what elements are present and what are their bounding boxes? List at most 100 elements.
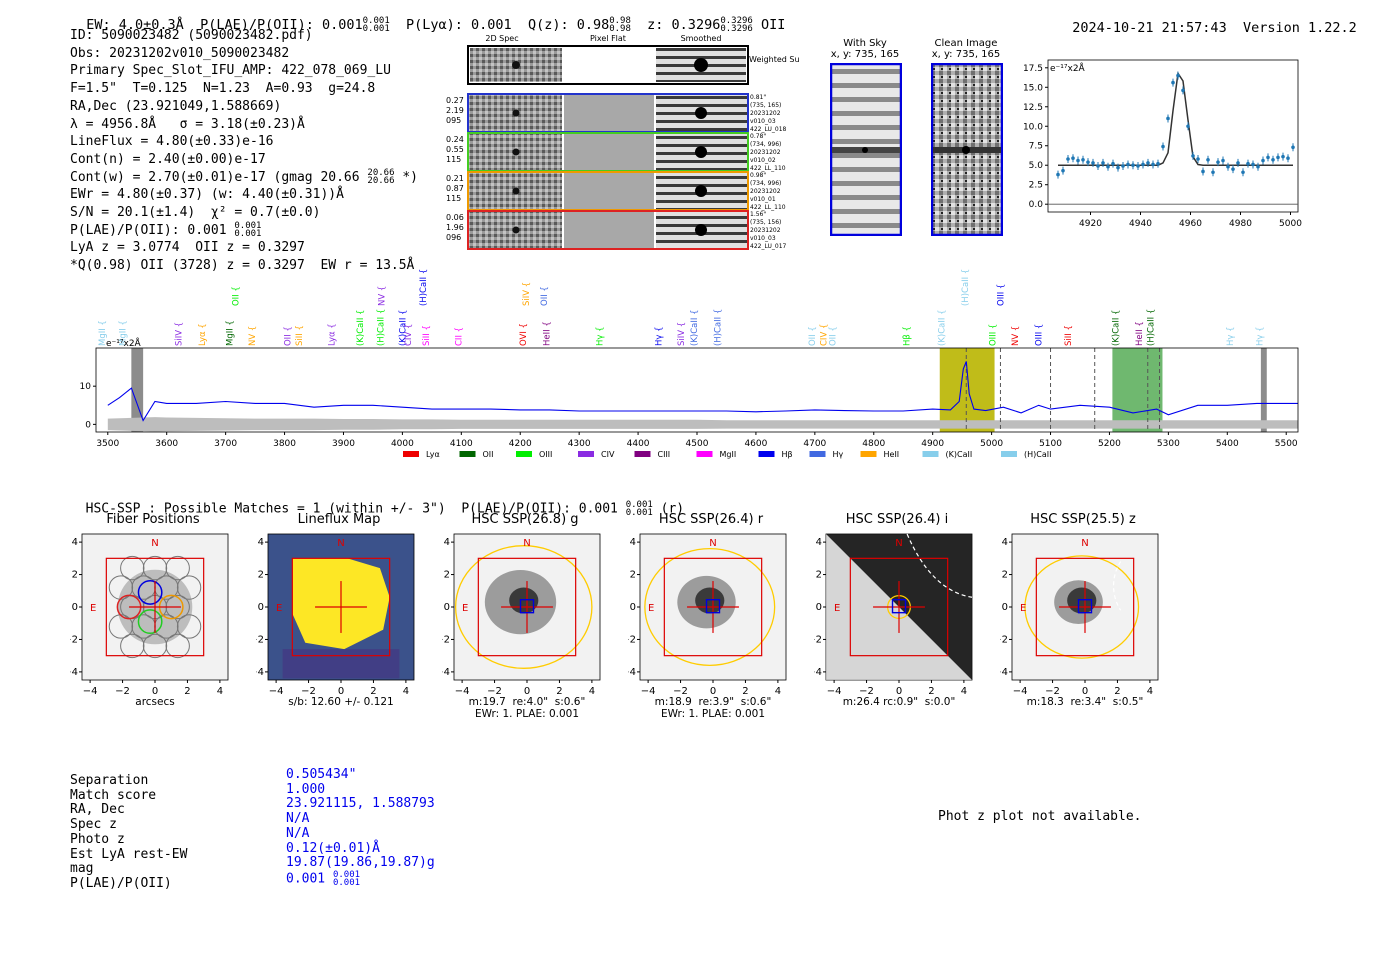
label-match-score: Match score	[70, 787, 157, 803]
zoom-data-point	[1201, 169, 1205, 174]
spectrum-xtick-label: 4300	[568, 439, 591, 449]
lineflux-low-region	[282, 649, 400, 679]
fiber-left-label: 0.06	[446, 213, 464, 222]
spectrum-ylabel: e⁻¹⁷x2Å	[106, 337, 142, 349]
spectrum-xtick-label: 5100	[1039, 439, 1062, 449]
zoom-data-point	[1216, 160, 1220, 164]
aperture-box	[663, 557, 763, 657]
hsc-xtick-label: −4	[641, 686, 656, 697]
spectral-line-label: (K)CaII {	[690, 310, 700, 346]
value-plae-lo: 0.001	[332, 877, 361, 888]
hsc-xtick-label: 2	[556, 686, 562, 697]
fiber-right-label: v010_03	[750, 235, 776, 242]
zoom-data-point	[1256, 164, 1260, 169]
label-plae: P(LAE)/P(OII)	[70, 875, 172, 891]
hsc-ytick-label: 4	[1002, 537, 1008, 548]
spectrum-xtick-label: 4900	[921, 439, 944, 449]
zoom-data-point	[1096, 164, 1100, 168]
spectral-line-label: OII {	[808, 326, 818, 346]
hsc-caption-line: arcsecs	[135, 696, 175, 708]
hsc-xtick-label: 4	[403, 686, 409, 697]
info-lambda-sigma: λ = 4956.8Å σ = 3.18(±0.23)Å	[70, 116, 305, 132]
fiber-right-label: (734, 996)	[750, 180, 781, 187]
hsc-panel-title: HSC SSP(26.8) g	[471, 512, 579, 527]
zoom-data-point	[1071, 156, 1075, 161]
hsc-caption-line: m:18.9 re:3.9" s:0.6"	[654, 696, 772, 708]
photz-message: Phot z plot not available.	[938, 809, 1142, 824]
east-label: E	[648, 603, 654, 614]
legend-label: Lyα	[426, 450, 440, 459]
zoom-axes-frame	[1047, 59, 1299, 213]
legend-label: Hγ	[833, 450, 844, 459]
zoom-data-point	[1206, 157, 1210, 162]
col-title-pixelflat: Pixel Flat	[590, 34, 626, 43]
fiber-circle	[142, 633, 168, 659]
fiber-smoothed-source	[695, 107, 707, 119]
fiber-smoothed-source	[695, 224, 707, 236]
fiber-circle	[120, 555, 145, 581]
plae-hi: 0.001	[362, 16, 390, 26]
fiber-source	[512, 187, 520, 195]
hsc-ytick-label: 2	[630, 570, 636, 581]
hsc-xtick-label: 0	[1082, 686, 1088, 697]
zoom-data-point	[1226, 164, 1230, 169]
fiber-right-label: 20231202	[750, 227, 781, 234]
hsc-xtick-label: −4	[455, 686, 470, 697]
hsc-panel-image: N E −4 −2 0 2 4 4 2 0 −2 −4	[70, 533, 229, 697]
hsc-panel-title: Lineflux Map	[297, 512, 381, 527]
zoom-xtick-label: 4920	[1079, 219, 1102, 229]
spectral-line-label: Hγ {	[1226, 326, 1236, 346]
spectrum-xtick-label: 5500	[1275, 439, 1298, 449]
hsc-ytick-label: −4	[1000, 667, 1008, 678]
fiber-circle	[165, 555, 190, 581]
zoom-ytick-label: 7.5	[1029, 142, 1043, 152]
hsc-ytick-label: 0	[1002, 602, 1008, 613]
hsc-panel-title: HSC SSP(25.5) z	[1030, 512, 1136, 527]
fiber-row-frame	[467, 210, 749, 250]
hsc-xtick-label: −2	[115, 686, 130, 697]
legend-swatch	[860, 451, 877, 457]
zoom-ytick-label: 10.0	[1023, 122, 1043, 132]
fiber-circle	[176, 614, 202, 639]
spectral-line-label: (K)CaII {	[356, 310, 366, 346]
fiber-left-label: 095	[446, 116, 461, 125]
spectral-line-label: NV {	[1011, 326, 1021, 346]
zoom-data-point	[1106, 164, 1110, 169]
zoom-xtick-label: 4940	[1129, 219, 1152, 229]
hsc-caption-line: m:26.4 rc:0.9" s:0.0"	[842, 696, 956, 708]
hsc-caption-line: m:18.3 re:3.4" s:0.5"	[1026, 696, 1144, 708]
hsc-ytick-label: 2	[72, 570, 78, 581]
zoom-data-point	[1276, 155, 1280, 160]
legend-swatch	[516, 451, 532, 457]
neighbor-ellipse	[906, 533, 973, 598]
col-title-smoothed: Smoothed	[681, 34, 722, 43]
spectral-line-label: MgII {	[226, 320, 236, 346]
hsc-xtick-label: 0	[710, 686, 716, 697]
zoom-data-point	[1126, 162, 1130, 167]
hsc-xtick-label: 2	[370, 686, 376, 697]
version-label: Version 1.22.2	[1242, 20, 1357, 36]
fiber-highlight	[137, 609, 163, 635]
ew-value: EW: 4.0±0.3Å	[86, 17, 184, 33]
fiber-left-label: 115	[446, 194, 461, 203]
spectral-line-label: Hβ {	[903, 326, 913, 346]
zoom-data-point	[1136, 164, 1140, 168]
spectral-line-label: OII {	[540, 286, 550, 306]
spectral-line-label: OVI {	[519, 323, 529, 346]
label-radec: RA, Dec	[70, 802, 125, 818]
zoom-data-point	[1181, 88, 1185, 93]
spectrum-xtick-label: 4400	[627, 439, 650, 449]
gmag-hi: 20.66	[367, 168, 395, 179]
fiber-circle	[142, 555, 168, 581]
qz-hi: 0.98	[609, 16, 631, 26]
hsc-xtick-label: −4	[83, 686, 98, 697]
zoom-data-point	[1186, 124, 1190, 129]
north-label: N	[709, 538, 716, 549]
label-mag: mag	[70, 861, 94, 877]
spectral-line-label: CII {	[454, 327, 464, 346]
hsc-xtick-label: 2	[184, 686, 190, 697]
with-sky-title: With Sky	[843, 38, 887, 49]
